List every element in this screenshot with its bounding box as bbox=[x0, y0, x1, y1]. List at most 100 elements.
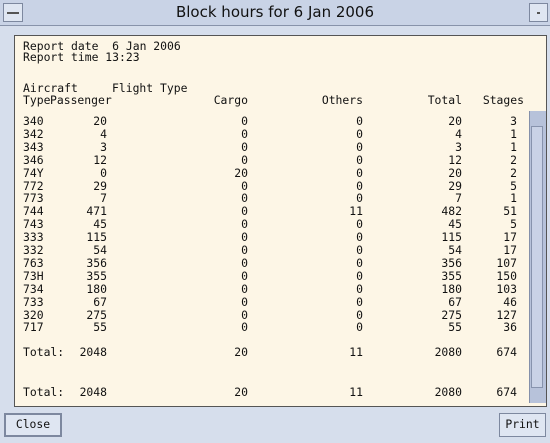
cell: 0 bbox=[241, 191, 248, 206]
cell: 355 bbox=[86, 268, 107, 283]
title-bar bbox=[0, 0, 550, 26]
cell: 342 bbox=[23, 126, 44, 141]
total-cell: 674 bbox=[496, 345, 517, 359]
cell: 332 bbox=[23, 243, 44, 257]
cell: 0 bbox=[356, 307, 363, 322]
cell: 127 bbox=[496, 307, 517, 322]
cell: 0 bbox=[241, 294, 248, 309]
total-cell: 2080 bbox=[434, 345, 462, 359]
column-header: Type bbox=[23, 93, 51, 107]
cell: 2 bbox=[510, 152, 517, 167]
print-button[interactable] bbox=[499, 413, 546, 437]
cell: 343 bbox=[23, 139, 44, 154]
window-menu-button[interactable] bbox=[3, 3, 23, 22]
cell: 20 bbox=[234, 165, 248, 180]
cell: 471 bbox=[86, 204, 107, 219]
cell: 3 bbox=[455, 139, 462, 154]
cell: 0 bbox=[241, 255, 248, 270]
group-header: Flight Type bbox=[112, 81, 188, 95]
cell: 54 bbox=[93, 243, 107, 257]
cell: 482 bbox=[441, 204, 462, 219]
cell: 150 bbox=[496, 268, 517, 283]
column-header: Total bbox=[427, 93, 462, 107]
total-cell: 11 bbox=[349, 345, 363, 359]
cell: 0 bbox=[356, 230, 363, 245]
cell: 29 bbox=[448, 178, 462, 193]
cell: 20 bbox=[448, 114, 462, 128]
cell: 74Y bbox=[23, 165, 44, 180]
cell: 734 bbox=[23, 281, 44, 296]
total-cell: Total: bbox=[23, 385, 65, 399]
total-cell: Total: bbox=[23, 345, 65, 359]
scroll-thumb[interactable] bbox=[531, 126, 543, 388]
cell: 0 bbox=[356, 255, 363, 270]
cell: 0 bbox=[241, 307, 248, 322]
cell: 4 bbox=[455, 126, 462, 141]
cell: 17 bbox=[503, 230, 517, 245]
cell: 0 bbox=[356, 139, 363, 154]
cell: 275 bbox=[86, 307, 107, 322]
cell: 107 bbox=[496, 255, 517, 270]
cell: 1 bbox=[510, 139, 517, 154]
cell: 115 bbox=[441, 230, 462, 245]
cell: 45 bbox=[93, 217, 107, 232]
cell: 0 bbox=[241, 204, 248, 219]
cell: 0 bbox=[241, 268, 248, 283]
cell: 29 bbox=[93, 178, 107, 193]
cell: 0 bbox=[356, 114, 363, 128]
cell: 12 bbox=[93, 152, 107, 167]
cell: 115 bbox=[86, 230, 107, 245]
cell: 743 bbox=[23, 217, 44, 232]
cell: 55 bbox=[448, 320, 462, 335]
cell: 0 bbox=[356, 294, 363, 309]
cell: 733 bbox=[23, 294, 44, 309]
cell: 4 bbox=[100, 126, 107, 141]
cell: 356 bbox=[86, 255, 107, 270]
cell: 54 bbox=[448, 243, 462, 257]
column-header: Cargo bbox=[213, 93, 248, 107]
print-label[interactable]: Print bbox=[505, 417, 540, 431]
cell: 0 bbox=[356, 268, 363, 283]
cell: 773 bbox=[23, 191, 44, 206]
cell: 7 bbox=[455, 191, 462, 206]
cell: 763 bbox=[23, 255, 44, 270]
window-min-button[interactable] bbox=[529, 3, 548, 22]
cell: 320 bbox=[23, 307, 44, 322]
total-cell: 2080 bbox=[434, 385, 462, 399]
cell: 20 bbox=[448, 165, 462, 180]
cell: 17 bbox=[503, 243, 517, 257]
total-cell: 20 bbox=[234, 345, 248, 359]
cell: 2 bbox=[510, 165, 517, 180]
close-button[interactable] bbox=[4, 413, 62, 437]
total-cell: 2048 bbox=[79, 345, 107, 359]
cell: 1 bbox=[510, 126, 517, 141]
report-date: Report date 6 Jan 2006 bbox=[23, 39, 181, 53]
cell: 0 bbox=[356, 165, 363, 180]
cell: 0 bbox=[241, 152, 248, 167]
cell: 275 bbox=[441, 307, 462, 322]
cell: 0 bbox=[356, 243, 363, 257]
cell: 0 bbox=[241, 139, 248, 154]
cell: 67 bbox=[448, 294, 462, 309]
cell: 0 bbox=[241, 281, 248, 296]
cell: 55 bbox=[93, 320, 107, 335]
cell: 1 bbox=[510, 191, 517, 206]
cell: 5 bbox=[510, 178, 517, 193]
cell: 103 bbox=[496, 281, 517, 296]
cell: 0 bbox=[241, 320, 248, 335]
cell: 0 bbox=[241, 126, 248, 141]
cell: 0 bbox=[356, 217, 363, 232]
group-header: Aircraft bbox=[23, 81, 78, 95]
cell: 12 bbox=[448, 152, 462, 167]
close-label[interactable]: Close bbox=[15, 417, 51, 431]
cell: 20 bbox=[93, 114, 107, 128]
total-cell: 11 bbox=[349, 385, 363, 399]
cell: 0 bbox=[241, 178, 248, 193]
cell: 333 bbox=[23, 230, 44, 245]
cell: 0 bbox=[356, 178, 363, 193]
total-cell: 674 bbox=[496, 385, 517, 399]
column-header: Passenger bbox=[50, 93, 112, 107]
cell: 0 bbox=[356, 281, 363, 296]
cell: 744 bbox=[23, 204, 44, 219]
